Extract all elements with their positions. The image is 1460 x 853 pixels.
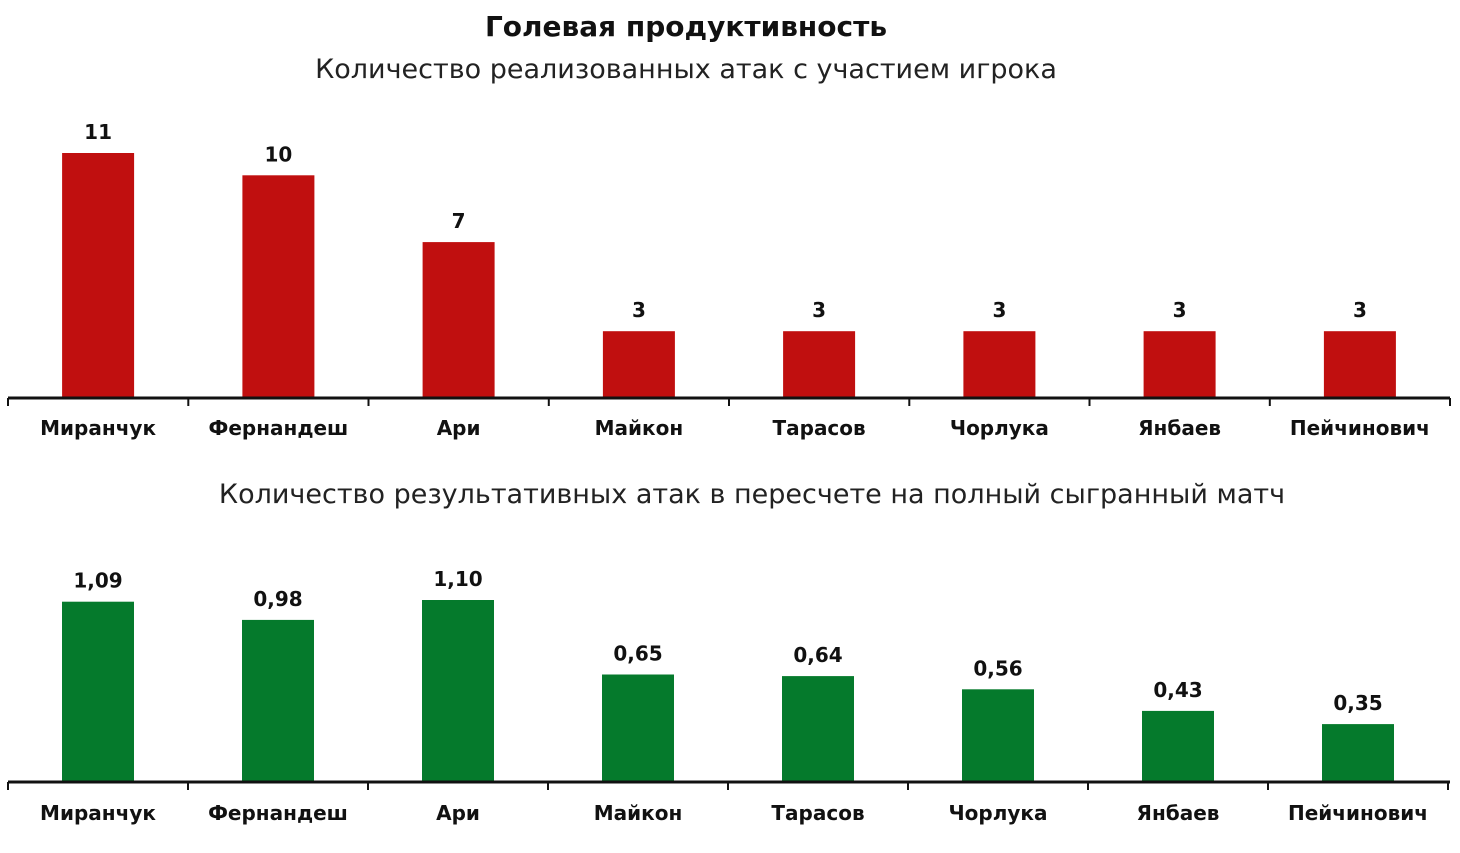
data-label: 1,10 — [433, 567, 482, 591]
category-label: Чорлука — [950, 416, 1049, 440]
category-label: Майкон — [594, 801, 683, 825]
bar-top-4 — [783, 331, 856, 398]
bar-top-2 — [422, 242, 495, 398]
bar-top-0 — [62, 153, 135, 398]
data-label: 0,64 — [793, 643, 842, 667]
category-label: Фернандеш — [208, 416, 348, 440]
data-label: 0,35 — [1333, 691, 1382, 715]
data-label: 0,98 — [253, 587, 302, 611]
category-label: Ари — [436, 801, 480, 825]
bar-top-5 — [963, 331, 1036, 398]
data-label: 3 — [992, 298, 1006, 322]
bottom-chart-subtitle: Количество результативных атак в пересче… — [219, 479, 1285, 510]
category-label: Янбаев — [1137, 801, 1220, 825]
category-label: Тарасов — [771, 801, 864, 825]
bottom-chart: Количество результативных атак в пересче… — [7, 479, 1450, 825]
bar-bottom-7 — [1322, 724, 1394, 782]
bar-bottom-1 — [242, 619, 314, 782]
data-label: 0,43 — [1153, 678, 1202, 702]
category-label: Чорлука — [949, 801, 1048, 825]
data-label: 0,65 — [613, 642, 662, 666]
data-label: 10 — [264, 142, 292, 166]
bar-top-7 — [1323, 331, 1396, 398]
bar-bottom-5 — [962, 689, 1034, 782]
category-label: Миранчук — [40, 801, 156, 825]
data-label: 11 — [84, 120, 112, 144]
bar-top-3 — [602, 331, 675, 398]
data-label: 1,09 — [73, 569, 122, 593]
category-label: Янбаев — [1138, 416, 1221, 440]
category-label: Пейчинович — [1290, 416, 1430, 440]
category-label: Ари — [437, 416, 481, 440]
category-label: Пейчинович — [1288, 801, 1428, 825]
data-label: 3 — [812, 298, 826, 322]
category-label: Тарасов — [772, 416, 865, 440]
bar-bottom-0 — [62, 601, 134, 782]
data-label: 3 — [1173, 298, 1187, 322]
bar-bottom-6 — [1142, 710, 1214, 782]
bar-top-1 — [242, 175, 315, 398]
main-title: Голевая продуктивность — [485, 10, 887, 43]
data-label: 0,56 — [973, 656, 1022, 680]
top-chart: Количество реализованных атак с участием… — [7, 54, 1451, 440]
bar-top-6 — [1143, 331, 1216, 398]
bar-bottom-2 — [422, 600, 494, 782]
data-label: 3 — [632, 298, 646, 322]
category-label: Фернандеш — [208, 801, 348, 825]
category-label: Миранчук — [40, 416, 156, 440]
bar-bottom-4 — [782, 676, 854, 782]
category-label: Майкон — [595, 416, 684, 440]
top-chart-subtitle: Количество реализованных атак с участием… — [315, 54, 1057, 85]
data-label: 7 — [452, 209, 466, 233]
bar-bottom-3 — [602, 674, 674, 782]
data-label: 3 — [1353, 298, 1367, 322]
